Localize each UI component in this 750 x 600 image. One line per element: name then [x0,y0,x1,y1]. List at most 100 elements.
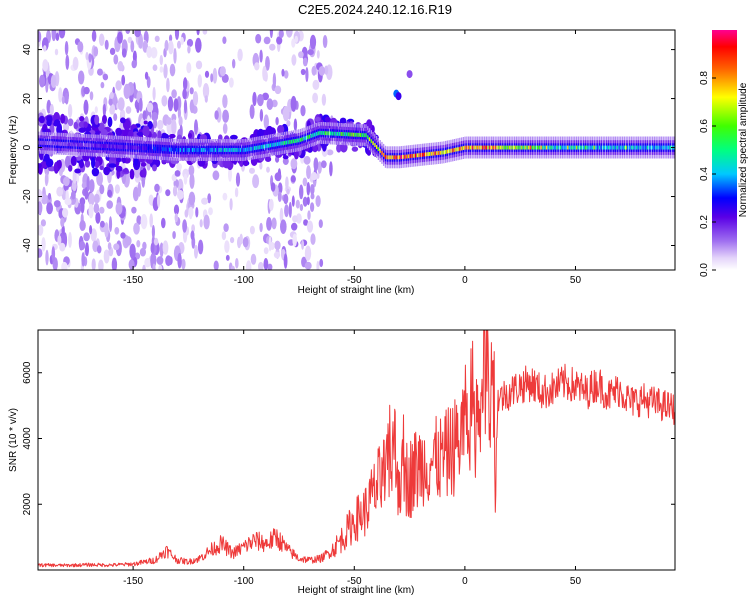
heatmap-noise-cell [115,202,123,215]
heatmap-cell [441,150,443,155]
colorbar-tick-label: 0.2 [699,215,710,229]
heatmap-cell [191,148,194,152]
heatmap-cell [471,145,473,150]
heatmap-noise-cell [144,71,149,80]
heatmap-noise-cell [80,199,85,214]
heatmap-noise-cell [59,242,66,252]
heatmap-noise-cell [64,92,69,105]
x-tick-label: -100 [234,576,254,587]
heatmap-noise-cell [79,240,86,251]
heatmap-cell [265,156,272,162]
heatmap-noise-cell [212,67,218,84]
heatmap-noise-cell [85,52,89,61]
heatmap-noise-cell [195,37,202,53]
heatmap-noise-cell [46,202,53,215]
heatmap-noise-cell [318,219,323,229]
heatmap-cell [243,148,245,152]
heatmap-cell [296,138,298,143]
heatmap-noise-cell [283,253,288,269]
heatmap-cell [163,147,165,152]
heatmap-noise-cell [115,80,122,91]
snr-y-axis: 2000 4000 6000 [22,361,675,515]
heatmap-cell [108,144,111,149]
heatmap-cell [122,137,130,142]
heatmap-cell [202,148,204,152]
heatmap-cell [460,146,463,151]
heatmap-cell [140,146,142,150]
heatmap-noise-cell [117,97,125,111]
heatmap-noise-cell [195,60,203,70]
heatmap-noise-cell [111,103,115,115]
heatmap-cell [611,145,613,150]
heatmap-cell [552,145,555,150]
heatmap-noise-cell [172,185,178,197]
colorbar-tick-label: 0.4 [699,167,710,181]
heatmap-noise-cell [263,247,269,255]
heatmap-noise-cell [274,85,282,95]
heatmap-cell [277,125,285,134]
heatmap-noise-cell [120,232,126,239]
heatmap-noise-cell [281,68,285,77]
x-tick-label: -150 [123,576,143,587]
heatmap-cell [457,147,459,152]
heatmap-noise-cell [68,231,72,248]
heatmap-noise-cell [304,245,312,261]
heatmap-noise-cell [51,246,56,262]
x-tick-label: -50 [347,576,362,587]
heatmap-cell [214,148,217,152]
heatmap-noise-cell [249,225,255,235]
heatmap-noise-cell [228,167,232,182]
heatmap-noise-cell [137,181,142,197]
heatmap-cell [613,145,615,150]
x-tick-label: 50 [570,576,582,587]
heatmap-noise-cell [136,104,140,114]
heatmap-cell [64,142,66,146]
heatmap-cell [514,145,516,150]
heatmap-cell [397,155,399,160]
heatmap-cell [549,145,551,150]
heatmap-noise-cell [88,203,94,219]
heatmap-noise-cell [104,222,109,238]
heatmap-noise-cell [81,252,85,267]
heatmap-cell [78,160,85,168]
heatmap-cell [209,148,211,152]
heatmap-cell [46,119,52,127]
heatmap-cell [432,151,434,156]
heatmap-cell [330,131,332,136]
heatmap-cell [39,140,42,145]
heatmap-cell [544,145,546,150]
spectrogram-y-axis: -40 -20 0 20 40 [22,44,675,253]
heatmap-cell [430,151,433,156]
heatmap-noise-cell [131,59,137,69]
heatmap-cell [414,153,417,158]
heatmap-cell [482,145,484,150]
heatmap-noise-cell [100,220,105,228]
heatmap-noise-cell [207,193,212,204]
heatmap-noise-cell [85,242,89,257]
heatmap-cell [434,151,436,156]
heatmap-noise-cell [188,165,195,176]
colorbar: 0.0 0.2 0.4 0.6 0.8 Normalized spectral ampl… [699,30,749,277]
heatmap-cell [103,144,105,148]
heatmap-cell [195,148,197,152]
heatmap-cell [137,145,139,150]
heatmap-cell [101,144,103,148]
heatmap-noise-cell [125,106,132,114]
heatmap-noise-cell [102,103,106,117]
heatmap-noise-cell [252,174,260,189]
heatmap-noise-cell [174,30,180,40]
spectrogram-x-label: Height of straight line (km) [298,285,415,296]
heatmap-cell [503,145,505,150]
heatmap-cell [135,145,137,150]
heatmap-cell [586,145,588,150]
heatmap-cell [312,133,314,138]
heatmap-noise-cell [183,99,188,114]
heatmap-cell [170,147,172,152]
heatmap-noise-cell [117,31,123,44]
heatmap-noise-cell [302,196,308,207]
spectrogram-heatmap [38,30,675,270]
heatmap-noise-cell [114,227,120,235]
heatmap-cell [216,148,218,152]
heatmap-noise-cell [268,236,272,252]
